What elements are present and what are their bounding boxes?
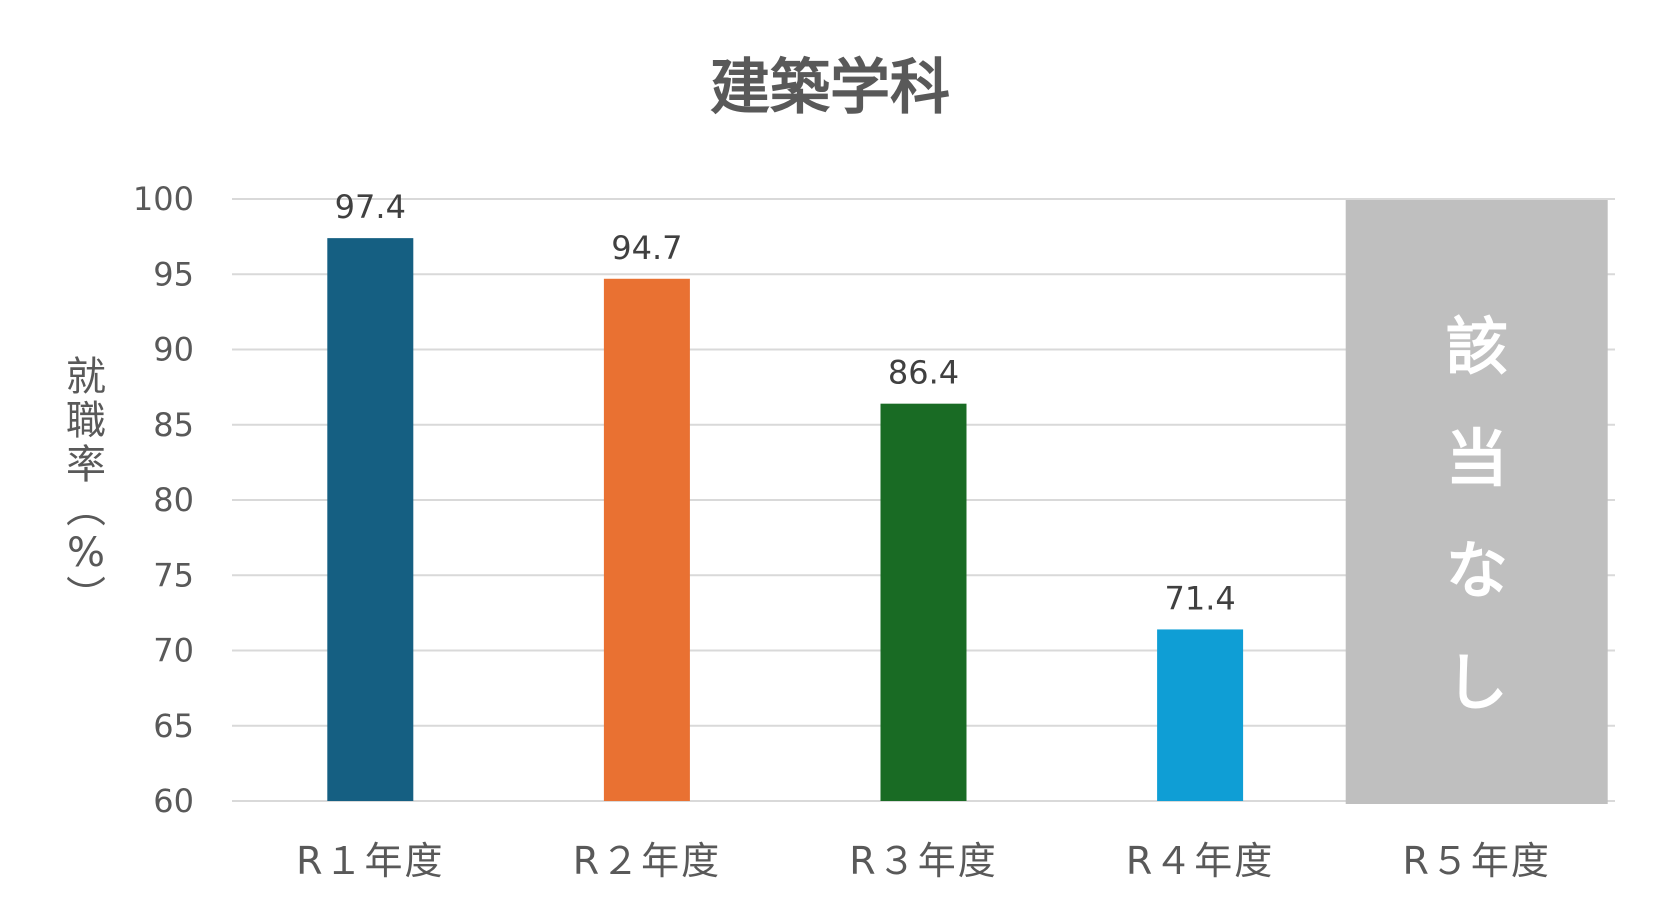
x-tick-label: R３年度 bbox=[849, 839, 997, 883]
not-applicable-rect bbox=[1345, 200, 1608, 804]
y-tick-label: 80 bbox=[153, 481, 194, 519]
x-tick-label: R５年度 bbox=[1402, 839, 1550, 883]
y-axis-label: 就職率︵%︶ bbox=[66, 354, 106, 620]
x-tick-label: R１年度 bbox=[296, 839, 444, 883]
y-tick-label: 70 bbox=[153, 632, 194, 670]
data-label: 94.7 bbox=[611, 229, 682, 267]
x-axis-ticks: R１年度 R２年度 R３年度 R４年度 R５年度 bbox=[296, 839, 1550, 883]
y-tick-label: 95 bbox=[153, 255, 194, 293]
x-tick-label: R４年度 bbox=[1126, 839, 1274, 883]
not-applicable-char: 当 bbox=[1446, 422, 1508, 495]
chart-title: 建築学科 bbox=[710, 53, 950, 123]
not-applicable-char: し bbox=[1446, 646, 1508, 719]
y-axis-label-char: 率 bbox=[66, 442, 106, 488]
bar bbox=[327, 238, 414, 801]
y-tick-label: 90 bbox=[153, 331, 194, 369]
bars bbox=[327, 238, 1244, 801]
y-axis-label-char: ︵ bbox=[66, 486, 106, 532]
data-label: 97.4 bbox=[335, 188, 406, 226]
bar bbox=[880, 403, 967, 801]
y-axis-label-char: % bbox=[67, 530, 105, 576]
data-label: 71.4 bbox=[1164, 579, 1235, 617]
not-applicable-char: 該 bbox=[1446, 310, 1508, 383]
y-tick-label: 60 bbox=[153, 782, 194, 820]
y-axis-label-char: ︶ bbox=[66, 574, 106, 620]
y-tick-label: 65 bbox=[153, 707, 194, 745]
y-axis-label-char: 就 bbox=[66, 354, 106, 400]
y-axis-ticks: 60 65 70 75 80 85 90 95 100 bbox=[133, 180, 194, 820]
not-applicable-char: な bbox=[1446, 534, 1508, 607]
x-tick-label: R２年度 bbox=[573, 839, 721, 883]
bar bbox=[603, 278, 690, 801]
y-tick-label: 75 bbox=[153, 556, 194, 594]
data-labels: 97.4 94.7 86.4 71.4 bbox=[335, 188, 1236, 617]
y-axis-label-char: 職 bbox=[66, 398, 106, 444]
y-tick-label: 100 bbox=[133, 180, 194, 218]
data-label: 86.4 bbox=[888, 354, 959, 392]
y-tick-label: 85 bbox=[153, 406, 194, 444]
bar bbox=[1157, 629, 1244, 801]
